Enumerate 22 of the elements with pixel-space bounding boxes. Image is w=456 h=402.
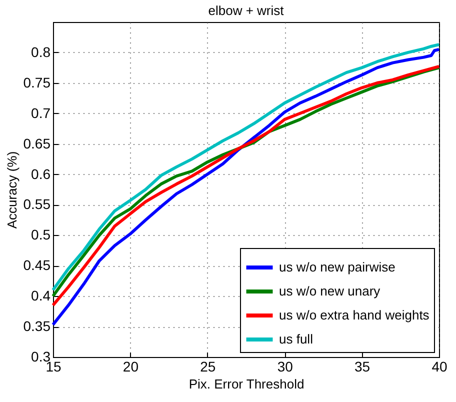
- y-tick-label: 0.55: [23, 196, 51, 212]
- x-tick-label: 25: [200, 358, 216, 374]
- x-tick-label: 20: [122, 358, 139, 374]
- y-tick-label: 0.4: [31, 288, 51, 304]
- y-tick-label: 0.45: [23, 257, 51, 274]
- y-tick-label: 0.6: [31, 166, 51, 182]
- y-tick-label: 0.75: [23, 74, 51, 90]
- y-tick-label: 0.35: [23, 318, 51, 334]
- x-axis-title: Pix. Error Threshold: [188, 376, 304, 392]
- x-tick-label: 40: [432, 358, 448, 374]
- y-tick-label: 0.5: [31, 226, 51, 243]
- x-tick-label: 30: [277, 358, 294, 374]
- legend-label: us full: [279, 332, 314, 346]
- y-tick-label: 0.8: [31, 44, 51, 60]
- y-axis-title: Accuracy (%): [4, 151, 20, 229]
- chart-title: elbow + wrist: [208, 3, 284, 18]
- y-tick-label: 0.65: [23, 135, 51, 152]
- y-tick-label: 0.7: [31, 104, 51, 121]
- legend-label: us w/o new pairwise: [279, 260, 396, 274]
- legend-label: us w/o new unary: [279, 284, 381, 298]
- x-tick-label: 35: [354, 358, 370, 374]
- legend-label: us w/o extra hand weights: [279, 308, 430, 322]
